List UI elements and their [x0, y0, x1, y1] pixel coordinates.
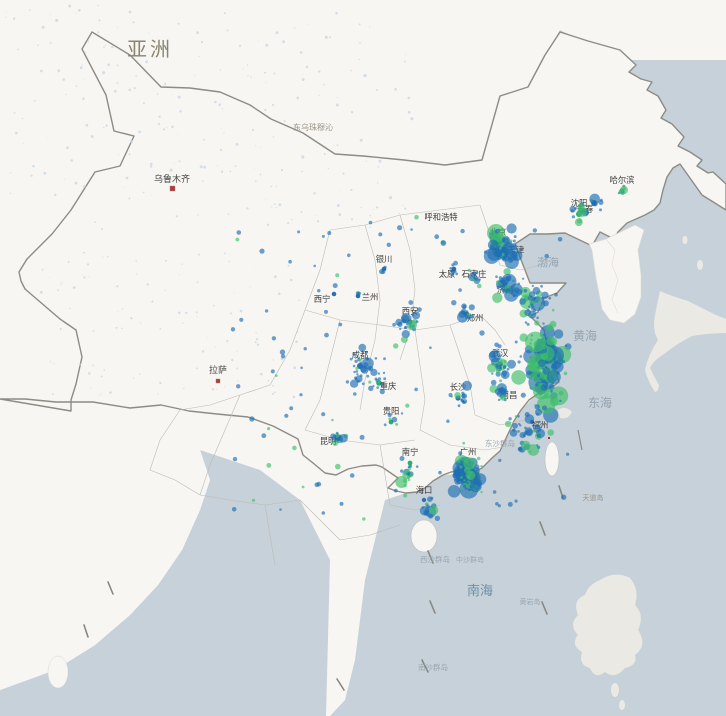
svg-text:西沙群岛: 西沙群岛 — [420, 554, 450, 564]
svg-text:南宁: 南宁 — [402, 447, 419, 457]
svg-text:银川: 银川 — [376, 254, 393, 264]
svg-text:东海: 东海 — [588, 395, 612, 410]
svg-text:哈尔滨: 哈尔滨 — [610, 175, 635, 185]
svg-text:天道岛: 天道岛 — [583, 493, 604, 502]
svg-text:南沙群岛: 南沙群岛 — [418, 662, 448, 672]
svg-text:海口: 海口 — [416, 485, 433, 495]
svg-text:渤海: 渤海 — [537, 255, 559, 269]
svg-text:中沙群岛: 中沙群岛 — [456, 555, 484, 564]
svg-text:亚洲: 亚洲 — [127, 39, 173, 61]
svg-text:东沙群岛: 东沙群岛 — [485, 438, 515, 448]
svg-text:西宁: 西宁 — [314, 294, 331, 304]
svg-text:黄岩岛: 黄岩岛 — [520, 597, 541, 606]
svg-text:乌鲁木齐: 乌鲁木齐 — [154, 173, 190, 184]
svg-text:呼和浩特: 呼和浩特 — [424, 212, 457, 222]
svg-text:黄海: 黄海 — [573, 328, 597, 343]
svg-text:拉萨: 拉萨 — [209, 364, 227, 375]
svg-text:南海: 南海 — [467, 583, 493, 598]
svg-text:兰州: 兰州 — [362, 292, 379, 302]
svg-text:东乌珠穆沁: 东乌珠穆沁 — [293, 122, 333, 132]
